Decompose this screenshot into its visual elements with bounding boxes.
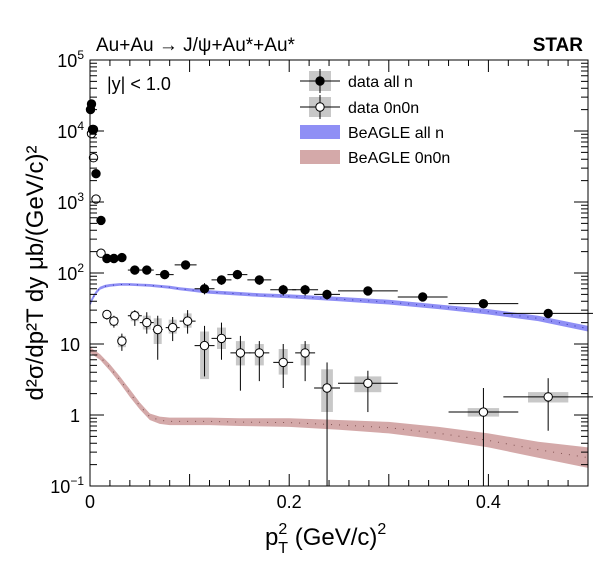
legend-marker — [315, 102, 325, 112]
data-point-all-n — [86, 99, 97, 109]
data-point-all-n — [216, 275, 227, 285]
y-tick-label: 104 — [57, 119, 84, 142]
data-point-0n0n — [182, 316, 193, 326]
data-point-all-n — [418, 292, 428, 302]
legend: data all n data 0n0n BeAGLE all n BeAGLE 0n… — [300, 69, 450, 167]
rapidity-annotation: |y| < 1.0 — [107, 74, 171, 94]
data-point-all-n — [232, 269, 243, 280]
data-point-0n0n — [88, 153, 99, 163]
x-axis-label: p2 T (GeV/c)2 — [265, 521, 386, 557]
legend-band-swatch — [300, 125, 340, 139]
legend-label: BeAGLE all n — [348, 125, 444, 142]
data-point-0n0n — [130, 311, 140, 321]
band-centre-line — [89, 284, 589, 330]
legend-label: BeAGLE 0n0n — [348, 150, 450, 167]
data-point-0n0n — [142, 317, 152, 328]
data-point-all-n — [180, 260, 191, 270]
y-tick-label: 103 — [57, 190, 84, 213]
data-point-0n0n — [254, 348, 264, 358]
legend-label: data 0n0n — [348, 100, 419, 117]
y-axis-label: d²σ/dp²T dy μb/(GeV/c)² — [22, 146, 49, 401]
data-point-all-n — [363, 286, 373, 296]
data-point-all-n — [543, 308, 553, 319]
data-point-all-n — [88, 124, 99, 135]
data-point-0n0n — [543, 392, 553, 402]
data-point-all-n — [322, 289, 332, 300]
data-point-0n0n — [96, 248, 106, 258]
data-point-all-n — [91, 169, 101, 179]
bands-layer — [89, 283, 589, 468]
data-point-all-n — [300, 285, 310, 295]
legend-label: data all n — [348, 74, 413, 91]
data-point-all-n — [478, 299, 489, 309]
y-tick-label: 10 — [60, 335, 80, 355]
data-point-all-n — [142, 265, 152, 275]
data-point-all-n — [130, 265, 140, 275]
y-tick-label: 105 — [57, 48, 84, 71]
data-point-all-n — [117, 252, 127, 263]
axes-layer: 0 0.2 0.4 10−1 1 10 102 103 104 105 p2 T (GeV/c)2 d²… — [22, 48, 589, 557]
x-tick-label: 0.4 — [476, 492, 501, 512]
data-point-0n0n — [322, 383, 332, 393]
data-point-0n0n — [168, 322, 178, 333]
data-point-0n0n — [109, 316, 119, 326]
data-point-all-n — [199, 284, 210, 294]
data-point-0n0n — [199, 340, 210, 351]
data-point-0n0n — [363, 378, 373, 388]
y-tick-label: 102 — [57, 261, 84, 284]
data-point-all-n — [109, 253, 119, 264]
data-point-all-n — [278, 285, 288, 295]
data-point-0n0n — [117, 336, 127, 346]
data-point-0n0n — [153, 324, 163, 335]
x-tick-label: 0.2 — [277, 492, 302, 512]
y-tick-label: 10−1 — [50, 474, 84, 497]
points-layer — [85, 99, 593, 486]
legend-band-swatch — [300, 150, 340, 164]
data-point-all-n — [160, 269, 170, 280]
data-point-0n0n — [235, 348, 246, 358]
data-point-0n0n — [91, 194, 101, 204]
data-point-all-n — [96, 215, 106, 226]
data-point-all-n — [254, 275, 264, 285]
legend-marker — [315, 76, 325, 86]
data-point-0n0n — [216, 333, 227, 344]
x-tick-label: 0 — [85, 492, 95, 512]
band-beagle-0n0n — [90, 347, 588, 468]
data-point-0n0n — [478, 407, 489, 417]
y-tick-label: 1 — [70, 406, 80, 426]
chart-title: Au+Au → J/ψ+Au*+Au* — [96, 35, 296, 56]
data-point-0n0n — [300, 348, 310, 358]
data-point-0n0n — [278, 357, 288, 368]
data-point-0n0n — [102, 309, 112, 320]
experiment-label: STAR — [533, 35, 584, 56]
